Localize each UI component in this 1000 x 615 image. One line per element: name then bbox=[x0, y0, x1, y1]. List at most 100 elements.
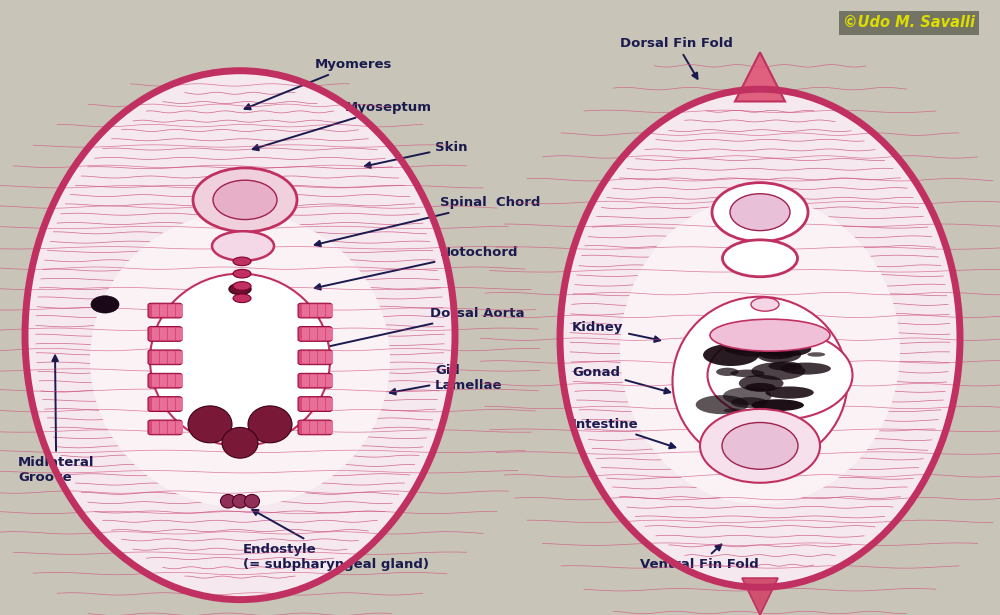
FancyBboxPatch shape bbox=[302, 375, 309, 387]
Ellipse shape bbox=[723, 387, 772, 405]
FancyBboxPatch shape bbox=[298, 373, 332, 388]
Ellipse shape bbox=[724, 339, 781, 357]
FancyBboxPatch shape bbox=[318, 304, 325, 317]
Text: Midlateral
Groove: Midlateral Groove bbox=[18, 355, 94, 485]
Circle shape bbox=[193, 168, 297, 232]
FancyBboxPatch shape bbox=[176, 421, 183, 434]
FancyBboxPatch shape bbox=[326, 351, 333, 363]
FancyBboxPatch shape bbox=[160, 328, 167, 340]
Text: Ventral Fin Fold: Ventral Fin Fold bbox=[640, 544, 759, 571]
FancyBboxPatch shape bbox=[148, 350, 182, 365]
Text: ©Udo M. Savalli: ©Udo M. Savalli bbox=[843, 15, 975, 30]
FancyBboxPatch shape bbox=[302, 398, 309, 410]
FancyBboxPatch shape bbox=[318, 351, 325, 363]
Ellipse shape bbox=[222, 427, 258, 458]
Ellipse shape bbox=[233, 282, 251, 290]
Ellipse shape bbox=[751, 399, 804, 411]
FancyBboxPatch shape bbox=[310, 351, 317, 363]
Ellipse shape bbox=[672, 297, 848, 466]
FancyBboxPatch shape bbox=[168, 351, 175, 363]
FancyBboxPatch shape bbox=[302, 351, 309, 363]
FancyBboxPatch shape bbox=[148, 303, 182, 318]
FancyBboxPatch shape bbox=[160, 375, 167, 387]
Ellipse shape bbox=[620, 197, 900, 504]
FancyBboxPatch shape bbox=[302, 421, 309, 434]
Ellipse shape bbox=[723, 408, 742, 413]
Text: Intestine: Intestine bbox=[572, 418, 675, 448]
FancyBboxPatch shape bbox=[302, 328, 309, 340]
Ellipse shape bbox=[758, 349, 795, 359]
Circle shape bbox=[730, 194, 790, 231]
FancyBboxPatch shape bbox=[152, 328, 159, 340]
Ellipse shape bbox=[751, 298, 779, 311]
FancyBboxPatch shape bbox=[326, 304, 333, 317]
Circle shape bbox=[700, 409, 820, 483]
Polygon shape bbox=[742, 578, 778, 615]
Ellipse shape bbox=[244, 494, 260, 508]
FancyBboxPatch shape bbox=[160, 351, 167, 363]
FancyBboxPatch shape bbox=[148, 327, 182, 341]
Text: Spinal  Chord: Spinal Chord bbox=[315, 196, 540, 246]
FancyBboxPatch shape bbox=[310, 375, 317, 387]
Ellipse shape bbox=[730, 370, 765, 377]
Ellipse shape bbox=[229, 284, 251, 295]
Ellipse shape bbox=[233, 294, 251, 303]
FancyBboxPatch shape bbox=[326, 328, 333, 340]
FancyBboxPatch shape bbox=[148, 420, 182, 435]
Ellipse shape bbox=[232, 494, 248, 508]
Ellipse shape bbox=[560, 89, 960, 587]
Ellipse shape bbox=[807, 352, 825, 357]
Ellipse shape bbox=[233, 269, 251, 278]
Text: Gill
Lamellae: Gill Lamellae bbox=[390, 364, 503, 394]
FancyBboxPatch shape bbox=[302, 304, 309, 317]
FancyBboxPatch shape bbox=[152, 398, 159, 410]
FancyBboxPatch shape bbox=[168, 421, 175, 434]
Ellipse shape bbox=[781, 363, 831, 375]
Text: Myomeres: Myomeres bbox=[245, 58, 392, 109]
Ellipse shape bbox=[696, 395, 748, 414]
Text: Notochord: Notochord bbox=[315, 245, 518, 290]
Ellipse shape bbox=[233, 257, 251, 266]
FancyBboxPatch shape bbox=[326, 375, 333, 387]
Ellipse shape bbox=[212, 231, 274, 261]
FancyBboxPatch shape bbox=[160, 421, 167, 434]
Ellipse shape bbox=[90, 212, 390, 507]
FancyBboxPatch shape bbox=[176, 328, 183, 340]
Ellipse shape bbox=[220, 494, 236, 508]
Ellipse shape bbox=[722, 240, 798, 277]
Ellipse shape bbox=[248, 406, 292, 443]
Ellipse shape bbox=[710, 319, 830, 351]
Text: Ciliated
Ridge: Ciliated Ridge bbox=[229, 333, 287, 383]
FancyBboxPatch shape bbox=[326, 398, 333, 410]
FancyBboxPatch shape bbox=[176, 398, 183, 410]
FancyBboxPatch shape bbox=[318, 328, 325, 340]
FancyBboxPatch shape bbox=[318, 421, 325, 434]
FancyBboxPatch shape bbox=[168, 328, 175, 340]
FancyBboxPatch shape bbox=[298, 327, 332, 341]
Text: Dorsal Aorta: Dorsal Aorta bbox=[315, 307, 524, 351]
Text: Dorsal Fin Fold: Dorsal Fin Fold bbox=[620, 36, 733, 79]
FancyBboxPatch shape bbox=[176, 304, 183, 317]
FancyBboxPatch shape bbox=[318, 398, 325, 410]
Text: Pharynx: Pharynx bbox=[170, 371, 231, 385]
FancyBboxPatch shape bbox=[318, 375, 325, 387]
FancyBboxPatch shape bbox=[168, 304, 175, 317]
FancyBboxPatch shape bbox=[326, 421, 333, 434]
FancyBboxPatch shape bbox=[168, 375, 175, 387]
Ellipse shape bbox=[757, 346, 801, 363]
Ellipse shape bbox=[745, 383, 776, 392]
Ellipse shape bbox=[739, 375, 784, 392]
Ellipse shape bbox=[716, 368, 739, 376]
Text: Kidney: Kidney bbox=[572, 320, 660, 342]
Ellipse shape bbox=[150, 274, 330, 446]
Ellipse shape bbox=[768, 362, 802, 371]
FancyBboxPatch shape bbox=[152, 304, 159, 317]
Polygon shape bbox=[735, 52, 785, 101]
Ellipse shape bbox=[708, 331, 852, 419]
Circle shape bbox=[712, 183, 808, 242]
FancyBboxPatch shape bbox=[310, 304, 317, 317]
FancyBboxPatch shape bbox=[160, 304, 167, 317]
FancyBboxPatch shape bbox=[298, 303, 332, 318]
FancyBboxPatch shape bbox=[148, 397, 182, 411]
Text: Endostyle
(= subpharyngeal gland): Endostyle (= subpharyngeal gland) bbox=[243, 510, 429, 571]
